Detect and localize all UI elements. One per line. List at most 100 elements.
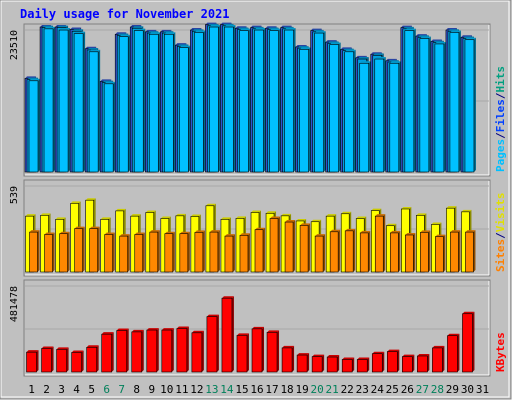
bar-top (59, 28, 71, 31)
bar-top (357, 357, 370, 360)
panel-visits-ymax-label: 539 (9, 186, 20, 204)
bar-visits-sites-5 (89, 226, 100, 273)
bar-top (416, 213, 427, 216)
bar-top (206, 314, 219, 317)
bar-hits-pages-29 (449, 30, 461, 173)
bar-hits-pages-22 (344, 49, 356, 173)
x-tick-label-2: 2 (43, 383, 50, 396)
bar-top (327, 355, 340, 358)
bar-side (382, 351, 385, 372)
bar-top (434, 41, 446, 44)
bar-face (164, 233, 174, 273)
bar-top (132, 26, 144, 29)
bar-hits-pages-12 (194, 30, 206, 173)
x-tick-label-16: 16 (250, 383, 263, 396)
bar-top (297, 353, 310, 356)
bar-side (126, 328, 129, 372)
bar-side (248, 28, 251, 172)
bar-side (308, 47, 311, 172)
bar-visits-sites-13 (209, 230, 220, 273)
legend-visits-2: Visits (494, 193, 507, 233)
bar-face (194, 232, 204, 273)
bar-face (26, 351, 37, 373)
bar-side (472, 311, 475, 372)
bar-face (41, 348, 52, 373)
bar-side (457, 333, 460, 372)
bar-top (374, 57, 386, 60)
bar-top (40, 213, 51, 216)
x-tick-label-14: 14 (220, 383, 234, 396)
bar-visits-sites-30 (465, 230, 476, 273)
bar-top (239, 233, 250, 236)
bar-kbytes-kbytes-16 (251, 326, 264, 373)
bar-visits-sites-23 (359, 230, 371, 273)
bar-side (51, 346, 54, 372)
bar-face (296, 354, 308, 373)
x-tick-label-3: 3 (58, 383, 65, 396)
bar-face (206, 316, 218, 373)
panel-visits-legend: Sites/Visits (494, 193, 507, 273)
bar-side (322, 354, 325, 372)
bar-top (314, 31, 326, 34)
bar-kbytes-kbytes-2 (41, 346, 54, 373)
bar-side (428, 36, 431, 173)
bar-top (87, 47, 99, 50)
bar-side (67, 231, 70, 272)
bar-top (446, 206, 457, 209)
bar-visits-sites-29 (450, 230, 461, 273)
bar-face (209, 231, 219, 273)
bar-hits-pages-16 (254, 28, 266, 173)
bar-kbytes-kbytes-7 (116, 328, 129, 373)
bar-top (461, 209, 472, 212)
bar-top (251, 210, 261, 213)
bar-side (141, 329, 144, 372)
legend-visits-0: Sites (494, 239, 507, 272)
bar-top (435, 234, 446, 237)
bar-top (179, 45, 191, 48)
bar-visits-sites-25 (389, 230, 401, 273)
bar-side (277, 330, 280, 372)
bar-top (390, 230, 401, 233)
bar-top (191, 330, 204, 333)
bar-hits-pages-28 (434, 41, 446, 173)
bar-top (194, 230, 205, 233)
bar-top (266, 211, 277, 214)
bar-face (29, 231, 38, 273)
bar-side (263, 28, 266, 173)
bar-side (353, 228, 356, 272)
bar-face (344, 51, 354, 173)
legend-hits-0: Pages (494, 139, 507, 172)
bar-top (104, 232, 115, 235)
bar-top (239, 28, 251, 31)
bar-side (353, 49, 356, 173)
bar-side (37, 230, 40, 272)
panel-kbytes-legend: KBytes (494, 332, 507, 372)
bar-face (417, 355, 428, 373)
x-tick-label-1: 1 (28, 383, 35, 396)
x-tick-label-27: 27 (416, 383, 429, 396)
bar-side (458, 230, 461, 272)
x-tick-label-11: 11 (175, 383, 188, 396)
bar-kbytes-kbytes-8 (131, 329, 144, 373)
chart-title: Daily usage for November 2021 (20, 7, 230, 21)
bar-side (171, 328, 174, 372)
bar-top (284, 28, 296, 31)
bar-top (402, 354, 415, 357)
bar-top (464, 37, 476, 40)
bar-face (462, 313, 473, 373)
bar-side (323, 31, 326, 173)
bar-visits-sites-11 (179, 231, 190, 273)
bar-side (367, 357, 370, 372)
bar-top (134, 232, 145, 235)
bar-side (368, 61, 371, 173)
bar-side (81, 350, 84, 372)
bar-face (386, 351, 398, 373)
bar-side (443, 234, 446, 272)
bar-kbytes-kbytes-13 (206, 314, 219, 373)
bar-face (405, 234, 414, 273)
x-tick-label-24: 24 (371, 383, 385, 396)
bar-top (402, 26, 414, 29)
bar-face (119, 235, 129, 273)
